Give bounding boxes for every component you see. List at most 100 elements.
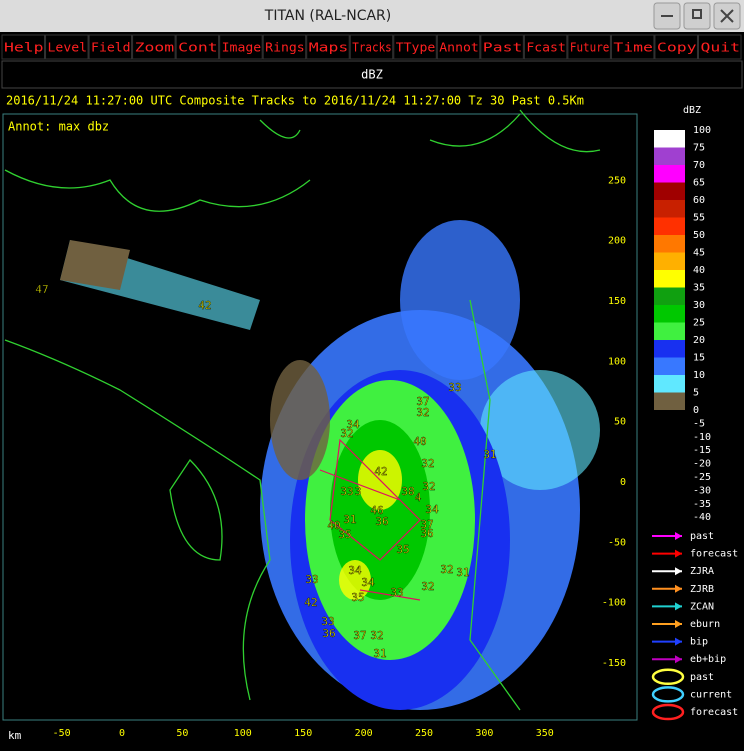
scale-label: -20 <box>693 459 711 470</box>
storm-label: 37 <box>420 518 433 531</box>
storm-label: 4 <box>415 491 422 504</box>
scale-swatch <box>654 165 685 183</box>
scale-label: 5 <box>693 388 699 399</box>
x-tick-label: -50 <box>53 728 71 739</box>
menu-label[interactable]: Zoom <box>135 41 175 55</box>
storm-label: 33 <box>321 615 334 628</box>
color-scale-title: dBZ <box>683 105 701 116</box>
scale-swatch <box>654 182 685 200</box>
menu-label[interactable]: Fcast <box>526 41 566 55</box>
legend-label: eb+bip <box>690 654 726 665</box>
menu-button[interactable] <box>219 34 263 60</box>
y-tick-label: 250 <box>608 175 626 186</box>
storm-label: 33 <box>390 586 403 599</box>
storm-label: 42 <box>374 465 387 478</box>
y-tick-label: 50 <box>614 417 626 428</box>
legend-label: ZJRB <box>690 584 714 595</box>
storm-label: 40 <box>327 519 340 532</box>
storm-label: 42 <box>198 299 211 312</box>
x-tick-label: 150 <box>294 728 312 739</box>
field-label: dBZ <box>361 68 383 82</box>
legend-arrowhead <box>675 567 682 576</box>
storm-label: 42 <box>304 596 317 609</box>
menu-button[interactable] <box>1 34 46 60</box>
menu-label[interactable]: Copy <box>657 41 697 55</box>
storm-label: 32 <box>370 629 383 642</box>
legend-label: past <box>690 672 714 683</box>
menu-button[interactable] <box>132 34 176 60</box>
status-line: 2016/11/24 11:27:00 UTC Composite Tracks… <box>6 94 584 108</box>
scale-label: 55 <box>693 213 705 224</box>
x-tick-label: 200 <box>355 728 373 739</box>
menu-label[interactable]: Future <box>570 41 610 55</box>
scale-label: 100 <box>693 125 711 136</box>
scale-label: 70 <box>693 160 705 171</box>
y-tick-label: -50 <box>608 537 626 548</box>
menu-button[interactable] <box>523 34 568 60</box>
menu-button[interactable] <box>654 34 698 60</box>
menu-label[interactable]: Help <box>4 41 44 55</box>
scale-swatch <box>654 357 685 375</box>
scale-swatch <box>654 130 685 148</box>
menu-button[interactable] <box>393 34 437 60</box>
storm-label: 37 <box>353 629 366 642</box>
storm-label: 32 <box>421 457 434 470</box>
x-axis-unit: km <box>8 729 22 742</box>
radar-echo <box>4 109 601 711</box>
storm-label: 34 <box>348 564 362 577</box>
menu-button[interactable] <box>567 34 611 60</box>
menu-button[interactable] <box>610 34 655 60</box>
storm-label: 31 <box>456 566 469 579</box>
y-tick-label: 100 <box>608 356 626 367</box>
storm-label: 34 <box>425 503 439 516</box>
scale-swatch <box>654 287 685 305</box>
menu-label[interactable]: Past <box>483 41 523 55</box>
x-tick-label: 300 <box>475 728 493 739</box>
menu-label[interactable]: Field <box>91 41 131 55</box>
menu-button[interactable] <box>175 34 220 60</box>
storm-label: 32 <box>340 427 353 440</box>
storm-label: 31 <box>483 448 496 461</box>
menu-button[interactable] <box>88 34 133 60</box>
menu-button[interactable] <box>697 34 742 60</box>
storm-label: 31 <box>343 513 356 526</box>
legend-arrowhead <box>675 532 682 540</box>
menu-label[interactable]: Annot <box>439 41 479 55</box>
menu-label[interactable]: Rings <box>265 41 305 55</box>
scale-label: -15 <box>693 445 711 456</box>
storm-label: 35 <box>338 528 351 541</box>
scale-label: -35 <box>693 499 711 510</box>
menu-label[interactable]: Level <box>48 41 88 55</box>
menu-label[interactable]: Time <box>613 41 653 55</box>
scale-swatch <box>654 235 685 253</box>
menu-label[interactable]: Cont <box>178 41 218 55</box>
storm-label: 40 <box>413 435 426 448</box>
menu-label[interactable]: Tracks <box>352 41 392 55</box>
legend-label: past <box>690 531 714 542</box>
menu-label[interactable]: Maps <box>309 41 349 55</box>
storm-label: 34 <box>346 418 360 431</box>
legend-arrowhead <box>675 584 682 593</box>
menu-label[interactable]: Quit <box>700 41 740 55</box>
menu-button[interactable] <box>349 34 394 60</box>
menu-button[interactable] <box>45 34 89 60</box>
menu-button[interactable] <box>306 34 350 60</box>
scale-label: 25 <box>693 318 705 329</box>
storm-label: 32 <box>416 406 429 419</box>
scale-label: 45 <box>693 248 705 259</box>
y-tick-label: 0 <box>620 477 626 488</box>
maximize-button[interactable] <box>683 2 711 30</box>
storm-label: 34 <box>361 576 375 589</box>
menu-button[interactable] <box>436 34 481 60</box>
scale-swatch <box>654 340 685 358</box>
scale-label: 0 <box>693 405 699 416</box>
scale-label: 35 <box>693 283 705 294</box>
scale-label: -40 <box>693 512 711 523</box>
legend-label: eburn <box>690 619 720 630</box>
storm-label: 38 <box>401 485 414 498</box>
menu-button[interactable] <box>262 34 307 60</box>
menu-label[interactable]: Image <box>222 41 262 55</box>
legend-arrowhead <box>675 620 682 628</box>
menu-label[interactable]: TType <box>396 41 436 55</box>
menu-button[interactable] <box>480 34 524 60</box>
